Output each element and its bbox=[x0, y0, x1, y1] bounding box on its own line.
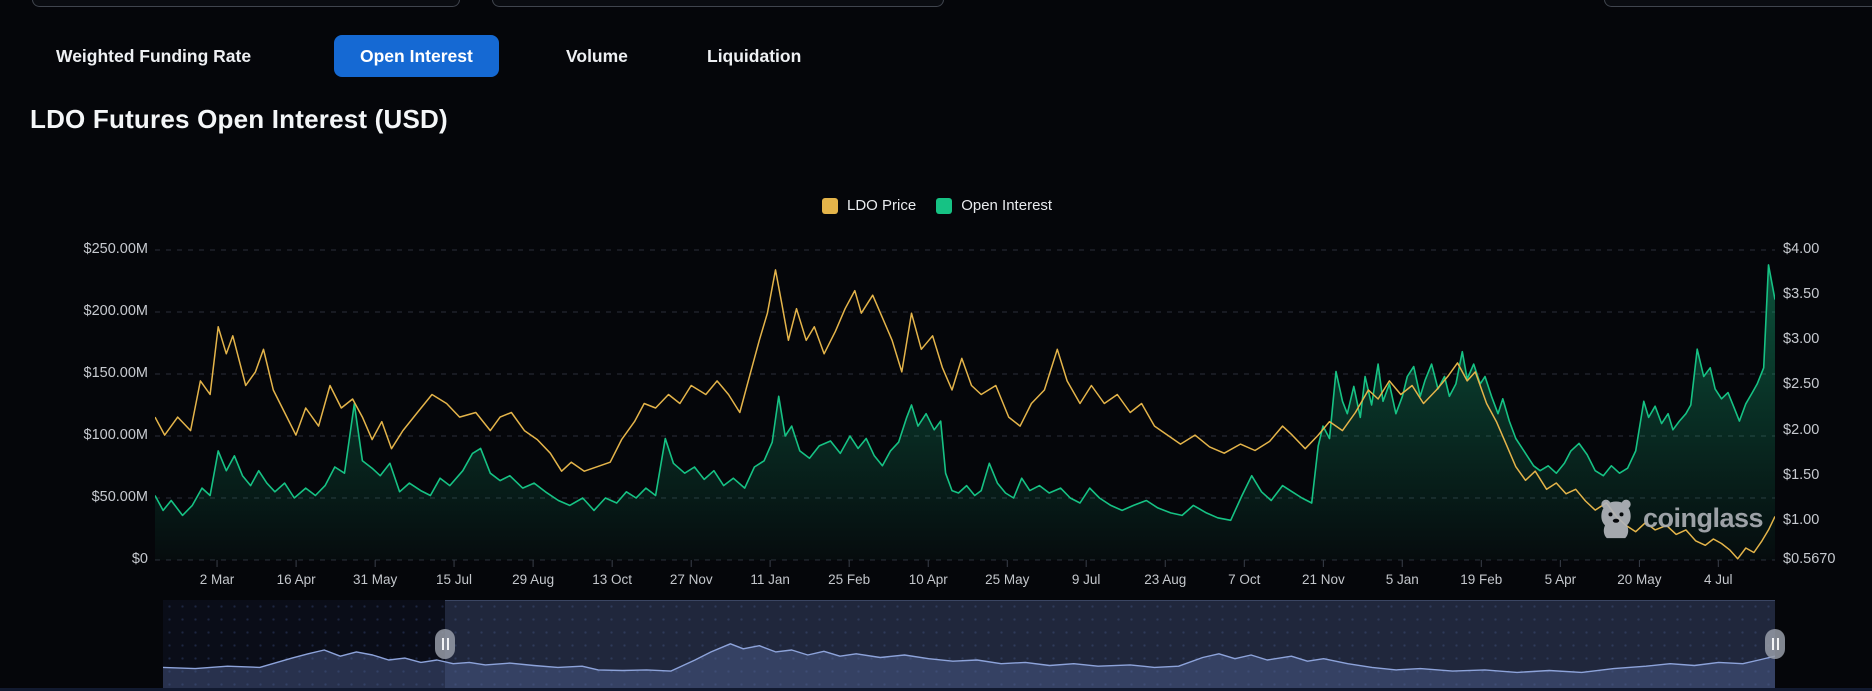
top-clipped-control-1[interactable] bbox=[32, 0, 460, 7]
chart-legend: LDO Price Open Interest bbox=[822, 197, 1052, 214]
coinglass-watermark: coinglass bbox=[1594, 496, 1764, 540]
x-axis-label: 5 Apr bbox=[1544, 572, 1577, 587]
tab-weighted-funding-rate[interactable]: Weighted Funding Rate bbox=[56, 46, 252, 66]
y-axis-label-right: $3.50 bbox=[1783, 286, 1820, 303]
x-axis-label: 25 May bbox=[985, 572, 1030, 587]
legend-item-ldo-price[interactable]: LDO Price bbox=[822, 197, 916, 214]
x-axis-label: 21 Nov bbox=[1301, 572, 1345, 587]
tab-volume[interactable]: Volume bbox=[566, 46, 628, 66]
y-axis-label-right: $3.00 bbox=[1783, 331, 1820, 348]
navigator-handle-left[interactable] bbox=[435, 629, 456, 659]
left-y-axis: $250.00M $200.00M $150.00M $100.00M $50.00M $… bbox=[0, 210, 149, 570]
x-axis-label: 27 Nov bbox=[669, 572, 713, 587]
y-axis-label-right: $2.00 bbox=[1783, 421, 1820, 438]
x-axis-label: 25 Feb bbox=[828, 572, 871, 587]
x-axis-label: 2 Mar bbox=[199, 572, 235, 587]
ldo-price-swatch-icon bbox=[822, 197, 838, 214]
navigator-mini-chart bbox=[163, 643, 1775, 688]
y-axis-label-right: $4.00 bbox=[1783, 241, 1820, 257]
y-axis-label-left: $200.00M bbox=[83, 303, 149, 319]
navigator-bottom-edge bbox=[0, 688, 1872, 691]
x-axis-label: 29 Aug bbox=[512, 572, 555, 587]
main-chart-plot[interactable] bbox=[155, 210, 1775, 570]
x-axis-label: 15 Jul bbox=[436, 572, 473, 587]
y-axis-label-right: $0.5670 bbox=[1783, 551, 1836, 567]
x-axis-label: 16 Apr bbox=[276, 572, 316, 587]
x-axis-label: 19 Feb bbox=[1460, 572, 1503, 587]
x-axis-label: 23 Aug bbox=[1144, 572, 1187, 587]
tab-liquidation[interactable]: Liquidation bbox=[707, 46, 802, 66]
open-interest-swatch-icon bbox=[936, 197, 953, 214]
x-axis-label: 20 May bbox=[1617, 572, 1662, 587]
navigator-selected-window[interactable] bbox=[445, 600, 1775, 688]
page-title: LDO Futures Open Interest (USD) bbox=[30, 104, 448, 134]
y-axis-label-left: $100.00M bbox=[83, 427, 149, 443]
top-clipped-control-2[interactable] bbox=[492, 0, 944, 7]
top-clipped-control-3[interactable] bbox=[1604, 0, 1872, 7]
x-axis-label: 5 Jan bbox=[1385, 572, 1419, 587]
x-axis-label: 9 Jul bbox=[1071, 572, 1101, 587]
y-axis-label-left: $0 bbox=[131, 551, 148, 567]
x-axis-label: 13 Oct bbox=[592, 572, 633, 587]
x-axis: 2 Mar 16 Apr 31 May 15 Jul 29 Aug 13 Oct 27 No… bbox=[155, 572, 1775, 594]
y-axis-label-left: $250.00M bbox=[83, 241, 149, 257]
y-axis-label-left: $150.00M bbox=[83, 365, 149, 381]
range-navigator[interactable] bbox=[163, 600, 1785, 688]
x-axis-label: 31 May bbox=[353, 572, 398, 587]
x-axis-label: 7 Oct bbox=[1228, 572, 1261, 587]
y-axis-label-right: $1.00 bbox=[1783, 511, 1820, 528]
x-axis-label: 4 Jul bbox=[1704, 572, 1733, 587]
coinglass-logo-icon bbox=[1601, 499, 1631, 539]
legend-label: Open Interest bbox=[961, 197, 1053, 214]
tab-open-interest[interactable]: Open Interest bbox=[334, 35, 499, 77]
y-axis-label-right: $2.50 bbox=[1783, 376, 1820, 393]
x-axis-label: 11 Jan bbox=[750, 572, 790, 587]
watermark-text: coinglass bbox=[1643, 502, 1764, 533]
right-y-axis: $4.00 $3.50 $3.00 $2.50 $2.00 $1.50 $1.00 $0.56… bbox=[1783, 210, 1871, 570]
legend-label: LDO Price bbox=[847, 197, 917, 214]
y-axis-label-left: $50.00M bbox=[91, 489, 148, 505]
y-axis-label-right: $1.50 bbox=[1783, 466, 1820, 483]
navigator-handle-right[interactable] bbox=[1765, 629, 1785, 659]
x-axis-label: 10 Apr bbox=[908, 572, 948, 587]
legend-item-open-interest[interactable]: Open Interest bbox=[936, 197, 1052, 214]
